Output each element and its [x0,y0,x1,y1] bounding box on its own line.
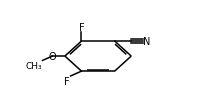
Text: N: N [143,37,150,47]
Text: O: O [49,52,56,61]
Text: F: F [79,23,84,33]
Text: F: F [64,77,70,87]
Text: CH₃: CH₃ [25,61,42,70]
